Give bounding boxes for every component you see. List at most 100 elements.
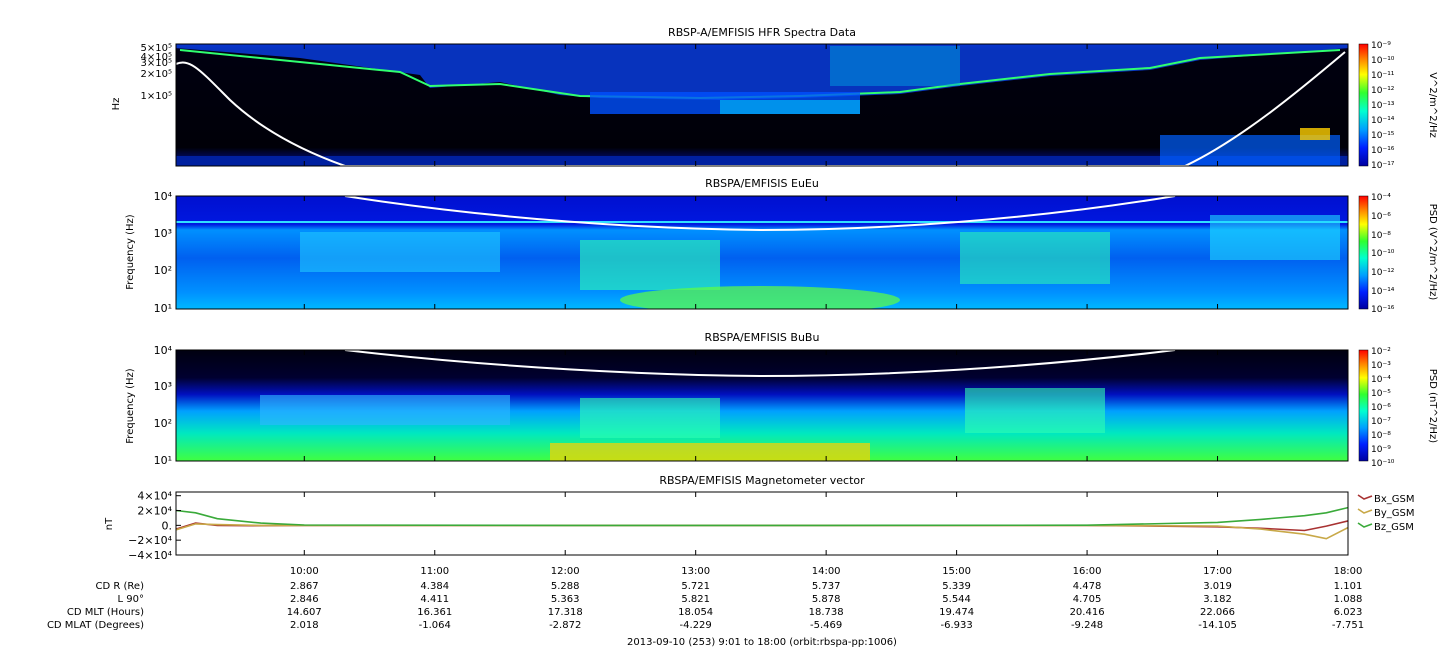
time-axis-ticks: 10:00 11:00 12:00 13:00 14:00 15:00 16:00 17:00…	[290, 44, 1362, 577]
ephemeris-value: 20.416	[1070, 607, 1105, 618]
ephemeris-row-label: L 90°	[118, 594, 144, 605]
eueu-frame	[175, 195, 1349, 310]
eueu-cbar-tick: 10⁻¹⁰	[1371, 249, 1395, 259]
mag-legend: Bx_GSM By_GSM Bz_GSM	[1357, 494, 1415, 533]
ephemeris-value: 5.544	[942, 594, 971, 605]
mag-title: RBSPA/EMFISIS Magnetometer vector	[659, 474, 865, 487]
eueu-cbar-tick: 10⁻⁸	[1371, 231, 1391, 241]
hfr-ytick-label: 5×10⁵	[141, 43, 172, 54]
hfr-ytick-label: 3×10⁵	[141, 58, 172, 69]
bubu-chorus-1	[260, 395, 510, 425]
ephemeris-value: 5.339	[942, 581, 971, 592]
mag-ytick-label: −2×10⁴	[128, 534, 172, 547]
mag-frame	[175, 491, 1349, 556]
ephemeris-value: 3.019	[1203, 581, 1232, 592]
bubu-chorus-2	[580, 398, 720, 438]
footer-orbit-info: 2013-09-10 (253) 9:01 to 18:00 (orbit:rb…	[627, 637, 897, 648]
hfr-cbar-tick: 10⁻¹⁵	[1371, 131, 1395, 141]
bubu-colorbar	[1358, 349, 1369, 462]
eueu-colorbar	[1358, 195, 1369, 310]
bubu-colorbar-ticks: 10⁻² 10⁻³ 10⁻⁴ 10⁻⁵ 10⁻⁶ 10⁻⁷ 10⁻⁸ 10⁻⁹ …	[1371, 347, 1395, 469]
hfr-late-burst-core	[1300, 128, 1330, 140]
bubu-cbar-tick: 10⁻⁸	[1371, 431, 1391, 441]
hfr-cbar-tick: 10⁻¹⁶	[1371, 146, 1395, 156]
hfr-cbar-tick: 10⁻¹⁷	[1371, 161, 1395, 171]
hfr-colorbar-ticks: 10⁻⁹ 10⁻¹⁰ 10⁻¹¹ 10⁻¹² 10⁻¹³ 10⁻¹⁴ 10⁻¹⁵…	[1371, 41, 1395, 171]
hfr-cbar-tick: 10⁻¹⁴	[1371, 116, 1395, 126]
mag-ylabel: nT	[104, 517, 115, 530]
eueu-colorbar-ticks: 10⁻⁴ 10⁻⁶ 10⁻⁸ 10⁻¹⁰ 10⁻¹² 10⁻¹⁴ 10⁻¹⁶	[1371, 193, 1395, 315]
ephemeris-value: 19.474	[939, 607, 974, 618]
bubu-ytick-label: 10⁴	[154, 344, 173, 357]
ephemeris-value: 3.182	[1203, 594, 1232, 605]
panel-eueu: RBSPA/EMFISIS EuEu 10⁴ 10³ 10² 10¹ Frequ…	[125, 177, 1438, 315]
bubu-low-yellow	[550, 443, 870, 461]
mag-ytick-label: 2×10⁴	[137, 505, 172, 518]
hfr-ytick-label: 4×10⁵	[141, 52, 172, 63]
panel-bubu: RBSPA/EMFISIS BuBu 10⁴ 10³ 10² 10¹ Frequ…	[125, 331, 1438, 469]
hfr-cbar-tick: 10⁻¹⁰	[1371, 56, 1395, 66]
ephemeris-value: -14.105	[1198, 620, 1237, 631]
ephemeris-row-label: CD MLT (Hours)	[67, 607, 144, 618]
ephemeris-value: 5.878	[812, 594, 841, 605]
hfr-cbar-tick: 10⁻¹²	[1371, 86, 1395, 96]
time-tick-label: 16:00	[1073, 566, 1102, 577]
time-tick-label: 12:00	[551, 566, 580, 577]
ephemeris-value: 4.478	[1073, 581, 1102, 592]
time-tick-label: 10:00	[290, 566, 319, 577]
ephemeris-value: 2.867	[290, 581, 319, 592]
hfr-colorbar	[1358, 43, 1369, 167]
hfr-ytick-label: 1×10⁵	[141, 91, 172, 102]
ephemeris-value: -9.248	[1071, 620, 1103, 631]
bubu-colorbar-label: PSD (nT^2/Hz)	[1427, 369, 1438, 443]
bubu-frame	[175, 349, 1349, 462]
bubu-cbar-tick: 10⁻³	[1371, 361, 1391, 371]
mag-series	[176, 506, 1348, 540]
hfr-cbar-tick: 10⁻¹¹	[1371, 71, 1395, 81]
bubu-overlay-line	[344, 350, 1176, 378]
panel-hfr: RBSP-A/EMFISIS HFR Spectra Data 5×10⁵ 4×…	[111, 26, 1438, 171]
ephemeris-row-label: CD R (Re)	[96, 581, 145, 592]
eueu-cbar-tick: 10⁻⁶	[1371, 212, 1391, 222]
ephemeris-value: 18.738	[809, 607, 844, 618]
ephemeris-value: -6.933	[940, 620, 972, 631]
hfr-colorbar-label: V^2/m^2/Hz	[1427, 72, 1438, 138]
eueu-ytick-label: 10⁴	[154, 190, 173, 203]
hfr-cbar-tick: 10⁻⁹	[1371, 41, 1391, 51]
ephemeris-value: 5.821	[681, 594, 710, 605]
eueu-overlay-line	[344, 196, 1176, 232]
ephemeris-value: 6.023	[1334, 607, 1363, 618]
eueu-cbar-tick: 10⁻¹⁴	[1371, 287, 1395, 297]
eueu-hline	[176, 221, 1348, 223]
eueu-ytick-label: 10³	[154, 227, 172, 240]
hfr-title: RBSP-A/EMFISIS HFR Spectra Data	[668, 26, 856, 39]
ephemeris-value: -4.229	[680, 620, 712, 631]
bubu-ytick-label: 10¹	[154, 454, 172, 467]
ephemeris-value: 5.288	[551, 581, 580, 592]
bubu-cbar-tick: 10⁻⁶	[1371, 403, 1391, 413]
time-tick-label: 14:00	[812, 566, 841, 577]
legend-swatch	[1357, 508, 1373, 514]
eueu-cbar-tick: 10⁻⁴	[1371, 193, 1391, 203]
mag-series-line-bz-gsm	[176, 506, 1348, 527]
bubu-cbar-tick: 10⁻⁵	[1371, 389, 1391, 399]
hfr-ytick-label: 2×10⁵	[141, 69, 172, 80]
eueu-cbar-tick: 10⁻¹⁶	[1371, 305, 1395, 315]
ephemeris-value: 18.054	[678, 607, 713, 618]
ephemeris-value: 2.018	[290, 620, 319, 631]
ephemeris-value: -7.751	[1332, 620, 1364, 631]
legend-swatch	[1357, 494, 1373, 500]
bubu-cbar-tick: 10⁻⁴	[1371, 375, 1391, 385]
eueu-chorus-1	[300, 232, 500, 272]
eueu-chorus-4	[1210, 215, 1340, 260]
legend-label: By_GSM	[1374, 508, 1415, 519]
hfr-emission-core	[720, 100, 860, 114]
legend-swatch	[1357, 522, 1373, 528]
ephemeris-value: -1.064	[419, 620, 451, 631]
hfr-yticks: 5×10⁵ 4×10⁵ 3×10⁵ 2×10⁵ 1×10⁵	[141, 43, 172, 102]
legend-label: Bz_GSM	[1374, 522, 1414, 533]
time-tick-label: 11:00	[420, 566, 449, 577]
ephemeris-row-label: CD MLAT (Degrees)	[47, 620, 144, 631]
eueu-cbar-tick: 10⁻¹²	[1371, 268, 1395, 278]
